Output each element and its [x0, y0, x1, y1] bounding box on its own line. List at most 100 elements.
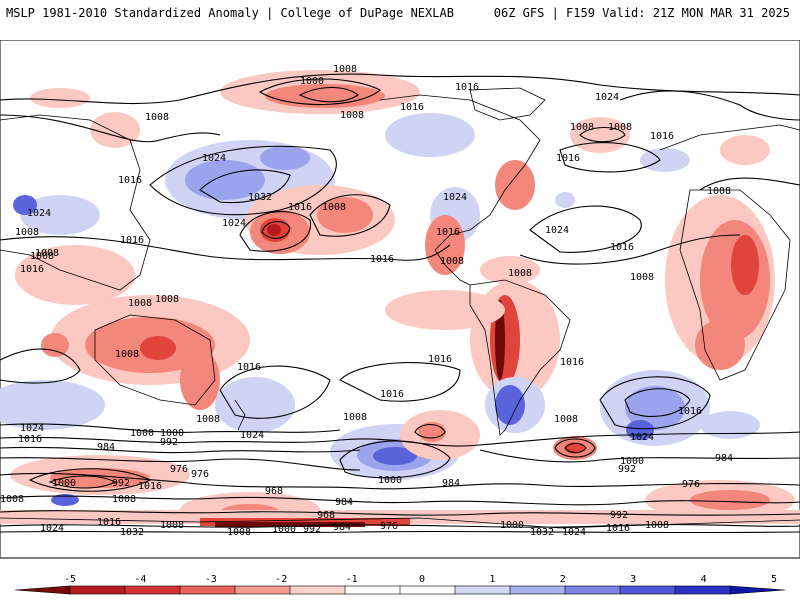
- isobar-label: 1016: [370, 254, 394, 265]
- isobar-label: 1008: [554, 414, 578, 425]
- colorbar-cells: [14, 585, 786, 595]
- isobar-label: 1016: [560, 357, 584, 368]
- anomaly-shading: [0, 70, 800, 528]
- isobar: [0, 236, 451, 261]
- anomaly-pos: [385, 290, 505, 330]
- coastline-australia: [94, 314, 216, 406]
- coastline-greenland: [469, 87, 546, 121]
- isobar-label: 1016: [455, 82, 479, 93]
- coastline-europe: [659, 124, 800, 151]
- coastline-south-america: [469, 279, 571, 436]
- isobar-label: 1008: [112, 494, 136, 505]
- isobar: [0, 495, 800, 506]
- isobar-label: 1016: [118, 175, 142, 186]
- isobar-label: 1008: [196, 414, 220, 425]
- isobar-label: 1008: [333, 64, 357, 75]
- isobar-label: 1008: [630, 272, 654, 283]
- colorbar-cell: [69, 585, 126, 595]
- coastline-north-america: [379, 94, 541, 286]
- isobar-label: 1008: [322, 202, 346, 213]
- isobar: [519, 234, 741, 265]
- anomaly-neg: [495, 385, 525, 425]
- anomaly-pos: [90, 112, 140, 148]
- isobar: [28, 468, 152, 492]
- anomaly-neg: [13, 195, 37, 215]
- anomaly-pos: [731, 235, 759, 295]
- anomaly-neg: [0, 380, 105, 430]
- isobar-label: 1032: [530, 527, 554, 538]
- colorbar-cell: [729, 585, 786, 595]
- anomaly-pos: [30, 88, 90, 108]
- isobar: [0, 114, 221, 143]
- isobar: [309, 194, 391, 237]
- isobar: [0, 348, 81, 384]
- isobar-label: 968: [265, 486, 283, 497]
- anomaly-pos: [265, 84, 385, 108]
- isobar-label: 976: [191, 469, 209, 480]
- isobar-label: 1016: [678, 406, 702, 417]
- isobar-label: 1000: [620, 456, 644, 467]
- isobars: [0, 73, 800, 534]
- isobar-label: 1024: [443, 192, 467, 203]
- isobar-label: 1008: [15, 227, 39, 238]
- anomaly-neg: [625, 386, 685, 430]
- isobar-label: 984: [333, 522, 351, 533]
- isobar: [298, 86, 359, 103]
- isobar-label: 1008: [30, 251, 54, 262]
- isobar-label: 1008: [145, 112, 169, 123]
- anomaly-pos: [41, 333, 69, 357]
- isobar-label: 1008: [128, 298, 152, 309]
- isobar: [619, 90, 800, 121]
- isobar-label: 1016: [556, 153, 580, 164]
- isobar-label: 1008: [160, 520, 184, 531]
- isobar-label: 992: [112, 478, 130, 489]
- anomaly-neg: [185, 160, 265, 200]
- isobar-label: 1008: [155, 294, 179, 305]
- isobar-label: 1024: [595, 92, 619, 103]
- anomaly-pos: [495, 300, 505, 380]
- colorbar-tick-label: -2: [275, 574, 287, 585]
- colorbar-cell: [344, 585, 401, 595]
- isobar-label: 1024: [27, 208, 51, 219]
- isobar-label: 976: [682, 479, 700, 490]
- isobar-label: 1024: [20, 423, 44, 434]
- isobar: [0, 446, 361, 454]
- isobar: [339, 440, 451, 479]
- isobar-label: 1008: [343, 412, 367, 423]
- isobar: [559, 142, 661, 173]
- colorbar-tick-label: 5: [771, 574, 777, 585]
- colorbar-cell: [509, 585, 566, 595]
- isobar-label: 992: [618, 464, 636, 475]
- isobar: [624, 388, 691, 417]
- isobar: [0, 457, 361, 471]
- colorbar-tick-label: -1: [346, 574, 358, 585]
- colorbar-cell: [124, 585, 181, 595]
- colorbar-cell: [234, 585, 291, 595]
- isobar-label: 992: [610, 510, 628, 521]
- anomaly-neg: [215, 377, 295, 433]
- colorbar-tick-label: 4: [701, 574, 707, 585]
- isobar-label: 1016: [428, 354, 452, 365]
- isobar-label: 1008: [707, 186, 731, 197]
- isobar-label: 1032: [248, 192, 272, 203]
- isobar: [414, 423, 446, 439]
- colorbar-tick-label: -3: [205, 574, 217, 585]
- isobar: [479, 449, 800, 463]
- isobar-label: 1008: [115, 349, 139, 360]
- isobar-label: 1016: [120, 235, 144, 246]
- anomaly-neg: [373, 447, 417, 465]
- isobar: [599, 376, 711, 430]
- isobar-label: 1024: [40, 523, 64, 534]
- isobar-label: 1000: [300, 76, 324, 87]
- isobar-label: 1016: [380, 389, 404, 400]
- isobar-label: 1008: [440, 256, 464, 267]
- colorbar-tick-label: -5: [64, 574, 76, 585]
- isobar-label: 1016: [288, 202, 312, 213]
- colorbar-tick-label: 2: [560, 574, 566, 585]
- anomaly-neg: [20, 195, 100, 235]
- coastline-africa: [679, 189, 791, 381]
- header-title: MSLP 1981-2010 Standardized Anomaly | Co…: [6, 6, 454, 20]
- anomaly-pos: [425, 215, 465, 275]
- isobar-label: 1008: [340, 110, 364, 121]
- anomaly-pos: [180, 350, 220, 410]
